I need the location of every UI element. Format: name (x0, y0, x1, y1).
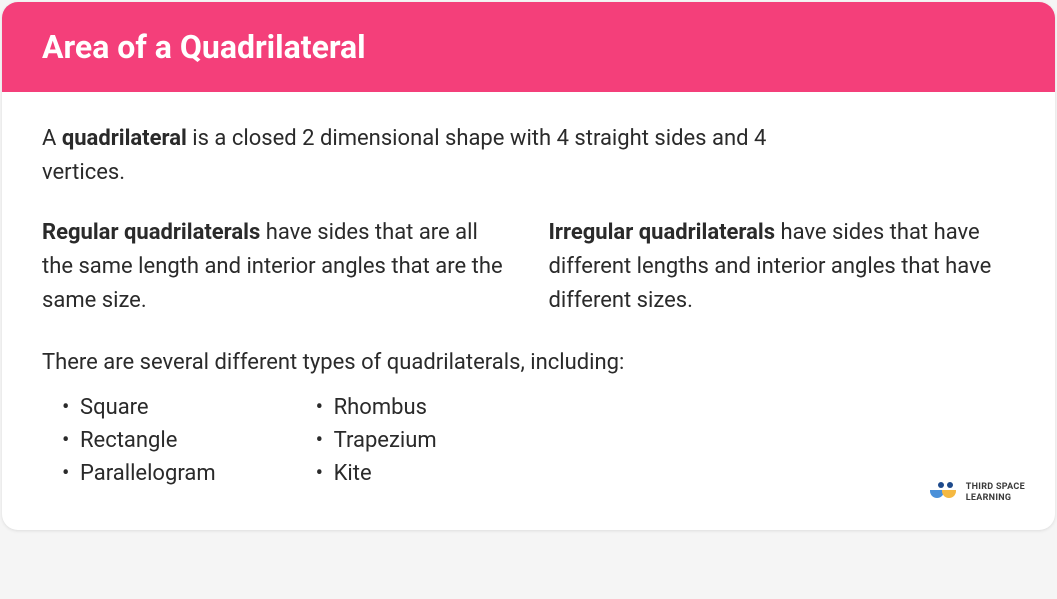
intro-bold-term: quadrilateral (62, 126, 187, 151)
list-item: Parallelogram (62, 457, 216, 490)
irregular-column: Irregular quadrilaterals have sides that… (549, 216, 1016, 318)
info-card: Area of a Quadrilateral A quadrilateral … (2, 2, 1055, 530)
list-item: Rectangle (62, 424, 216, 457)
intro-prefix: A (42, 126, 62, 151)
regular-paragraph: Regular quadrilaterals have sides that a… (42, 216, 509, 318)
definitions-columns: Regular quadrilaterals have sides that a… (42, 216, 1015, 318)
list-item: Square (62, 391, 216, 424)
types-lists: Square Rectangle Parallelogram Rhombus T… (42, 391, 1015, 490)
regular-column: Regular quadrilaterals have sides that a… (42, 216, 509, 318)
page-title: Area of a Quadrilateral (42, 28, 1015, 66)
logo-line2: LEARNING (966, 493, 1025, 504)
types-list-right: Rhombus Trapezium Kite (296, 391, 437, 490)
regular-bold-term: Regular quadrilaterals (42, 220, 260, 245)
card-content: A quadrilateral is a closed 2 dimensiona… (2, 92, 1055, 530)
logo-line1: THIRD SPACE (966, 482, 1025, 493)
irregular-paragraph: Irregular quadrilaterals have sides that… (549, 216, 1016, 318)
list-item: Rhombus (316, 391, 437, 424)
logo-text: THIRD SPACE LEARNING (966, 482, 1025, 504)
list-item: Trapezium (316, 424, 437, 457)
card-header: Area of a Quadrilateral (2, 2, 1055, 92)
logo-icon (930, 482, 958, 504)
list-item: Kite (316, 457, 437, 490)
types-intro: There are several different types of qua… (42, 346, 1015, 380)
types-list-left: Square Rectangle Parallelogram (42, 391, 216, 490)
intro-paragraph: A quadrilateral is a closed 2 dimensiona… (42, 122, 802, 190)
brand-logo: THIRD SPACE LEARNING (930, 482, 1025, 504)
irregular-bold-term: Irregular quadrilaterals (549, 220, 776, 245)
